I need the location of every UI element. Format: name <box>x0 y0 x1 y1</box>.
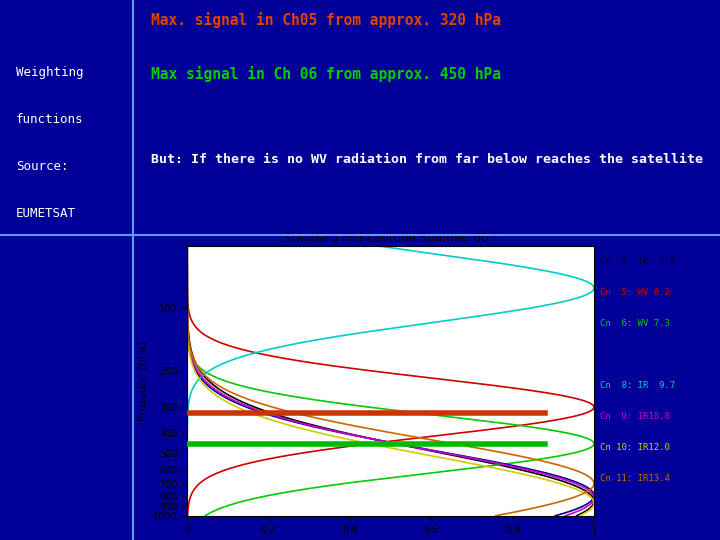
Text: Cn  4: IR  3.9: Cn 4: IR 3.9 <box>600 256 675 266</box>
Text: Max. signal in Ch05 from approx. 320 hPa: Max. signal in Ch05 from approx. 320 hPa <box>150 12 501 28</box>
Text: functions: functions <box>16 113 84 126</box>
Title: Standard Mid-Latitude Summer 60 °: Standard Mid-Latitude Summer 60 ° <box>284 232 498 245</box>
Text: But: If there is no WV radiation from far below reaches the satellite: But: If there is no WV radiation from fa… <box>150 153 703 166</box>
Text: Source:: Source: <box>16 160 68 173</box>
Text: Cn 11: IR13.4: Cn 11: IR13.4 <box>600 474 670 483</box>
Text: Cn  7: IR  8.7: Cn 7: IR 8.7 <box>600 350 675 359</box>
Text: Weighting: Weighting <box>16 66 84 79</box>
Text: EUMETSAT: EUMETSAT <box>16 207 76 220</box>
Text: Cn  6: WV 7.3: Cn 6: WV 7.3 <box>600 319 670 328</box>
Text: Cn 10: IR12.0: Cn 10: IR12.0 <box>600 443 670 452</box>
Y-axis label: Pressure [hPa]: Pressure [hPa] <box>138 341 148 421</box>
Text: Max signal in Ch 06 from approx. 450 hPa: Max signal in Ch 06 from approx. 450 hPa <box>150 66 501 82</box>
Text: Cn  9: IR10.8: Cn 9: IR10.8 <box>600 412 670 421</box>
Text: Cn  8: IR  9.7: Cn 8: IR 9.7 <box>600 381 675 390</box>
Text: Cn  5: WV 6.2: Cn 5: WV 6.2 <box>600 287 670 296</box>
